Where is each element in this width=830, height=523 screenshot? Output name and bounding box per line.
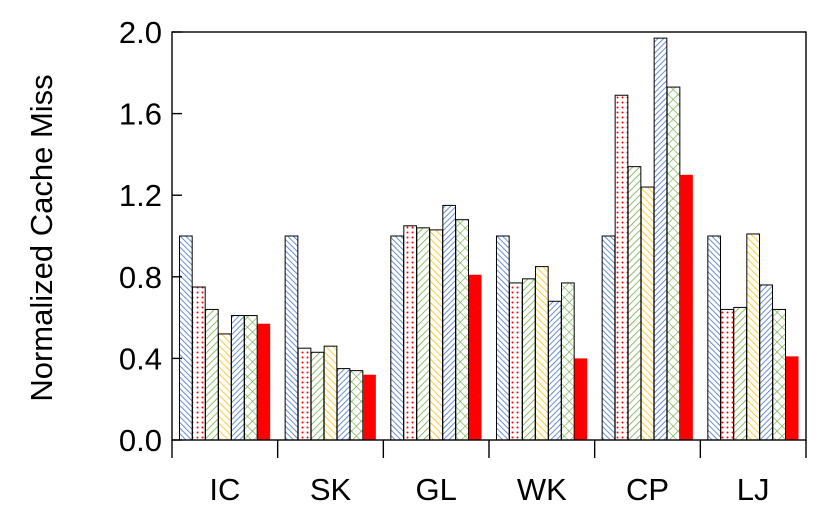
x-tick-label-lj: LJ (737, 472, 770, 507)
bar-lj-series-6 (772, 308, 787, 441)
bar-sk-series-2 (297, 347, 312, 441)
bar-lj-series-2 (720, 308, 735, 441)
bar-sk-series-7 (363, 374, 376, 440)
bar-wk-series-6 (560, 282, 575, 441)
bar-ic-series-4 (217, 333, 232, 441)
y-tick-label: 0.8 (119, 260, 162, 295)
y-tick-label: 2.0 (119, 15, 162, 50)
y-tick-label: 0.4 (119, 341, 162, 376)
bar-lj-series-4 (746, 233, 761, 441)
x-tick-label-cp: CP (626, 472, 669, 507)
bar-gl-series-1 (390, 235, 405, 441)
bar-cp-series-4 (640, 186, 655, 441)
bar-wk-series-2 (508, 282, 523, 441)
x-tick-label-wk: WK (517, 472, 567, 507)
bar-lj-series-7 (785, 356, 799, 440)
y-tick-label: 1.2 (119, 178, 162, 213)
y-tick-label: 0.0 (119, 423, 162, 458)
bar-ic-series-5 (230, 315, 245, 441)
bar-cp-series-1 (601, 235, 616, 441)
bar-wk-series-3 (521, 278, 536, 441)
bar-wk-series-1 (495, 235, 510, 441)
bar-gl-series-6 (455, 219, 470, 441)
bar-ic-series-3 (204, 308, 219, 441)
bar-lj-series-5 (759, 284, 774, 441)
bar-sk-series-1 (284, 235, 299, 441)
bar-gl-series-2 (403, 225, 418, 441)
bar-cp-series-7 (680, 174, 693, 441)
bar-wk-series-5 (547, 300, 562, 441)
y-axis-label: Normalized Cache Miss (24, 74, 59, 401)
bar-cp-series-6 (666, 86, 681, 441)
bar-gl-series-7 (468, 274, 482, 440)
bar-cp-series-5 (653, 37, 668, 441)
bar-sk-series-4 (323, 345, 338, 441)
axes-layer: 0.0 0.4 0.8 1.2 1.6 2.0 IC SK GL WK CP LJ (119, 15, 807, 507)
x-tick-label-gl: GL (415, 472, 456, 507)
x-tick-label-sk: SK (310, 472, 352, 507)
bar-gl-series-5 (442, 204, 457, 441)
bar-wk-series-7 (574, 358, 588, 440)
bars-layer (178, 37, 799, 441)
bar-sk-series-5 (336, 368, 351, 441)
bar-cp-series-3 (627, 166, 642, 441)
bar-lj-series-1 (707, 235, 722, 441)
bar-ic-series-2 (191, 286, 206, 441)
bar-sk-series-6 (349, 370, 364, 441)
bar-sk-series-3 (310, 351, 325, 441)
y-tick-label: 1.6 (119, 97, 162, 132)
bar-cp-series-2 (614, 94, 629, 441)
bar-wk-series-4 (534, 266, 549, 441)
bar-ic-series-7 (257, 323, 271, 440)
x-tick-label-ic: IC (209, 472, 240, 507)
bar-gl-series-3 (416, 227, 431, 441)
bar-ic-series-1 (178, 235, 193, 441)
bar-ic-series-6 (243, 315, 258, 441)
bar-lj-series-3 (733, 306, 748, 441)
bar-gl-series-4 (429, 229, 444, 441)
